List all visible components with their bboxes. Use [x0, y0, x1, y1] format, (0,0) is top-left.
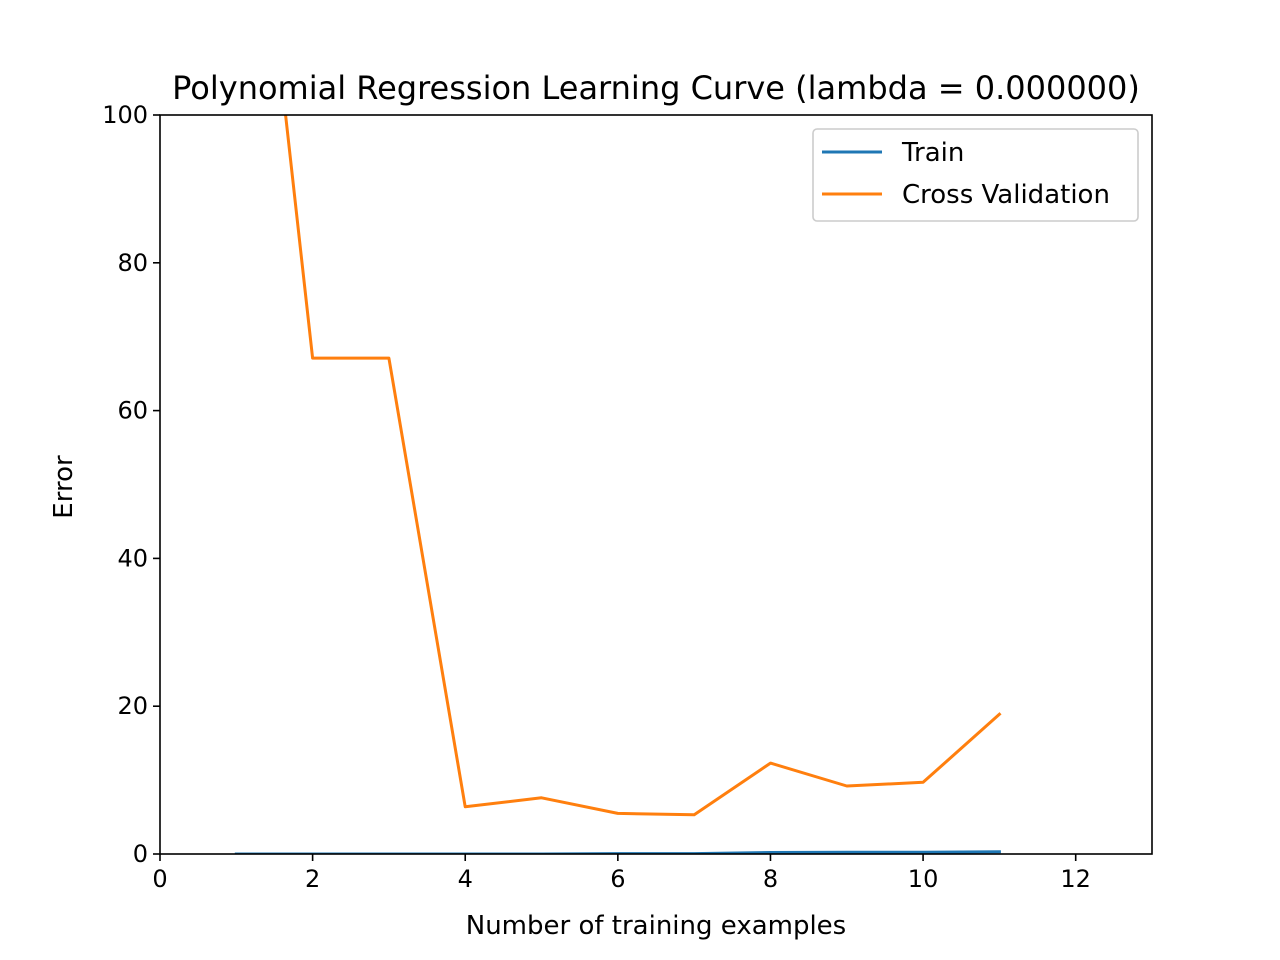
- x-axis-ticks: 0 2 4 6 8 10 12: [152, 854, 1091, 893]
- x-tick-label: 12: [1060, 865, 1091, 893]
- y-axis-ticks: 0 20 40 60 80 100: [102, 101, 160, 868]
- legend-label: Train: [901, 138, 964, 168]
- y-tick-label: 100: [102, 101, 148, 129]
- x-tick-label: 8: [763, 865, 778, 893]
- y-tick-label: 80: [117, 249, 148, 277]
- x-tick-label: 0: [152, 865, 167, 893]
- series-layer: [234, 115, 1002, 854]
- x-tick-label: 10: [908, 865, 939, 893]
- x-axis-label: Number of training examples: [466, 911, 846, 941]
- legend: Train Cross Validation: [812, 128, 1139, 222]
- x-tick-label: 4: [458, 865, 473, 893]
- series-line-cross-validation: [284, 115, 1002, 817]
- chart-title: Polynomial Regression Learning Curve (la…: [172, 69, 1140, 107]
- x-tick-label: 6: [610, 865, 625, 893]
- y-axis-label: Error: [49, 455, 79, 519]
- x-tick-label: 2: [305, 865, 320, 893]
- y-tick-label: 0: [133, 840, 148, 868]
- legend-box: [812, 128, 1139, 222]
- y-tick-label: 20: [117, 692, 148, 720]
- y-tick-label: 40: [117, 544, 148, 572]
- plot-frame: [159, 114, 1153, 855]
- legend-label: Cross Validation: [902, 180, 1110, 210]
- y-tick-label: 60: [117, 397, 148, 425]
